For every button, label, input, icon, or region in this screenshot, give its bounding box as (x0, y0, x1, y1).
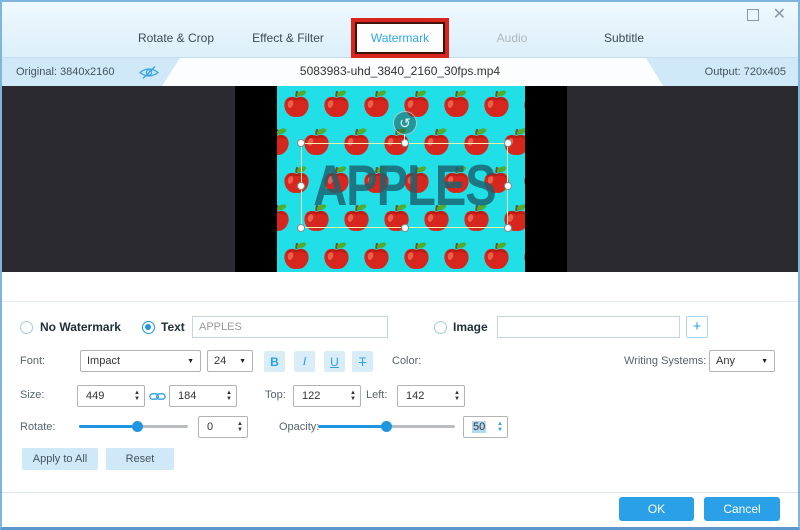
text-watermark-radio[interactable] (142, 321, 155, 334)
resize-handle-n[interactable] (401, 139, 409, 147)
top-label: Top: (265, 389, 286, 401)
watermark-selection-box[interactable]: APPLES (297, 139, 512, 232)
rotate-label: Rotate: (20, 421, 56, 433)
opacity-stepper[interactable]: 50 ▲ ▼ (463, 416, 508, 438)
footer-divider (2, 492, 798, 493)
writing-systems-value: Any (716, 355, 735, 367)
tab-bar: ✕ Rotate & Crop Effect & Filter Watermar… (2, 2, 798, 58)
spin-down-icon[interactable]: ▼ (454, 396, 460, 402)
opacity-slider-handle[interactable] (381, 421, 392, 432)
spin-down-icon[interactable]: ▼ (226, 396, 232, 402)
font-family-value: Impact (87, 355, 121, 367)
rotate-slider-fill (79, 425, 137, 428)
font-size-dropdown[interactable]: 24 ▼ (207, 350, 253, 372)
tab-rotate-crop[interactable]: Rotate & Crop (137, 31, 215, 45)
watermark-text-overlay: APPLES (313, 153, 496, 218)
maximize-icon[interactable] (746, 9, 759, 21)
tab-subtitle[interactable]: Subtitle (603, 31, 645, 45)
resize-handle-se[interactable] (504, 224, 512, 232)
spin-up-icon[interactable]: ▲ (134, 390, 140, 396)
spin-up-icon[interactable]: ▲ (497, 421, 503, 427)
opacity-slider-fill (318, 425, 386, 428)
text-watermark-label: Text (161, 320, 185, 334)
video-content[interactable]: APPLES ↺ (277, 86, 525, 272)
left-value: 142 (406, 390, 425, 402)
width-value: 449 (86, 390, 105, 402)
bold-button[interactable]: B (264, 351, 285, 372)
spin-down-icon[interactable]: ▼ (237, 427, 243, 433)
spin-down-icon[interactable]: ▼ (134, 396, 140, 402)
chevron-down-icon: ▼ (239, 357, 246, 365)
resize-handle-ne[interactable] (504, 139, 512, 147)
tab-effect-filter[interactable]: Effect & Filter (252, 31, 324, 45)
font-family-dropdown[interactable]: Impact ▼ (80, 350, 201, 372)
tab-audio[interactable]: Audio (496, 31, 528, 45)
ok-button[interactable]: OK (619, 497, 694, 521)
resize-handle-e[interactable] (504, 182, 512, 190)
height-value: 184 (178, 390, 197, 402)
link-dimensions-icon[interactable] (149, 390, 166, 403)
video-preview-area: APPLES ↺ (2, 86, 798, 272)
watermark-text-input[interactable] (192, 316, 388, 338)
preview-eye-off-icon[interactable] (138, 65, 160, 80)
italic-button[interactable]: I (294, 351, 315, 372)
height-stepper[interactable]: 184 ▲ ▼ (169, 385, 237, 407)
reset-button[interactable]: Reset (106, 448, 174, 470)
playback-bar: 00:00:00.00/00:00:20.00 (2, 272, 798, 302)
info-bar: 5083983-uhd_3840_2160_30fps.mp4 Original… (2, 58, 798, 86)
rotate-handle-line (404, 135, 405, 143)
opacity-label: Opacity: (279, 421, 320, 433)
writing-systems-dropdown[interactable]: Any ▼ (709, 350, 775, 372)
font-label: Font: (20, 355, 46, 367)
add-image-button[interactable]: + (686, 316, 708, 338)
rotate-value: 0 (207, 421, 214, 433)
spin-up-icon[interactable]: ▲ (226, 390, 232, 396)
close-icon[interactable]: ✕ (772, 6, 786, 23)
apply-to-all-button[interactable]: Apply to All (22, 448, 98, 470)
spin-up-icon[interactable]: ▲ (350, 390, 356, 396)
resize-handle-sw[interactable] (297, 224, 305, 232)
spin-down-icon[interactable]: ▼ (497, 427, 503, 433)
chevron-down-icon: ▼ (761, 357, 768, 365)
rotate-slider-handle[interactable] (132, 421, 143, 432)
output-resolution: Output: 720x405 (646, 58, 798, 86)
watermark-image-input[interactable] (497, 316, 680, 338)
image-watermark-radio[interactable] (434, 321, 447, 334)
annotation-highlight-box (351, 18, 449, 58)
tab-watermark[interactable]: Watermark (344, 18, 456, 58)
rotate-stepper[interactable]: 0 ▲ ▼ (198, 416, 248, 438)
resize-handle-w[interactable] (297, 182, 305, 190)
top-stepper[interactable]: 122 ▲ ▼ (293, 385, 361, 407)
font-size-value: 24 (214, 355, 227, 367)
top-value: 122 (302, 390, 321, 402)
resize-handle-nw[interactable] (297, 139, 305, 147)
chevron-down-icon: ▼ (187, 357, 194, 365)
underline-button[interactable]: U (324, 351, 345, 372)
spin-down-icon[interactable]: ▼ (350, 396, 356, 402)
no-watermark-radio[interactable] (20, 321, 33, 334)
left-label: Left: (366, 389, 388, 401)
rotate-handle-icon[interactable]: ↺ (393, 111, 417, 135)
width-stepper[interactable]: 449 ▲ ▼ (77, 385, 145, 407)
color-label: Color: (392, 355, 422, 367)
size-label: Size: (20, 389, 45, 401)
opacity-value: 50 (472, 421, 487, 433)
resize-handle-s[interactable] (401, 224, 409, 232)
writing-systems-label: Writing Systems: (624, 355, 707, 367)
tab-strip: Rotate & Crop Effect & Filter Watermark … (120, 18, 680, 58)
cancel-button[interactable]: Cancel (704, 497, 780, 521)
left-stepper[interactable]: 142 ▲ ▼ (397, 385, 465, 407)
window-controls: ✕ (746, 6, 786, 23)
spin-up-icon[interactable]: ▲ (237, 421, 243, 427)
opacity-slider[interactable] (318, 421, 455, 432)
rotate-slider[interactable] (79, 421, 188, 432)
spin-up-icon[interactable]: ▲ (454, 390, 460, 396)
watermark-settings-panel: No Watermark Text Image + Font: Impact ▼… (2, 302, 798, 492)
image-watermark-label: Image (453, 320, 488, 334)
video-filename: 5083983-uhd_3840_2160_30fps.mp4 (299, 64, 501, 78)
no-watermark-label: No Watermark (40, 320, 121, 334)
video-frame: APPLES ↺ (235, 86, 567, 272)
strikethrough-button[interactable]: T (352, 351, 373, 372)
